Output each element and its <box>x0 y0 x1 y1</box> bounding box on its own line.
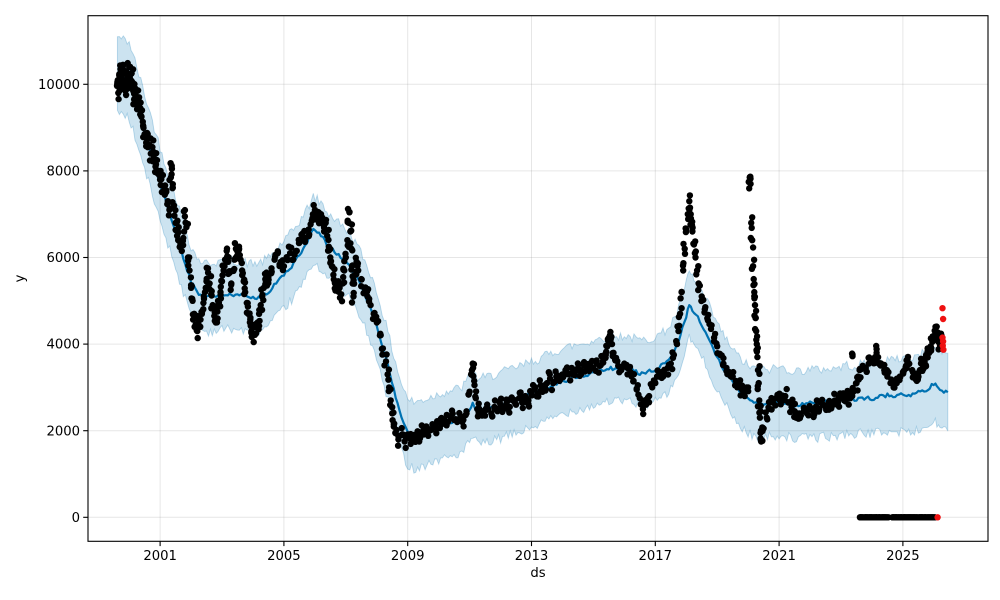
anomaly-points <box>934 305 947 521</box>
x-tick-label: 2001 <box>143 549 177 564</box>
y-axis-label: y <box>13 274 28 282</box>
x-tick-label: 2009 <box>391 549 425 564</box>
zero-value-points <box>856 514 939 521</box>
x-axis-label: ds <box>530 566 545 581</box>
y-tick-label: 4000 <box>46 338 80 353</box>
y-tick-label: 10000 <box>38 78 80 93</box>
tick-marks <box>83 83 904 547</box>
y-tick-label: 6000 <box>46 251 80 266</box>
x-tick-label: 2017 <box>639 549 673 564</box>
x-tick-label: 2025 <box>886 549 920 564</box>
x-tick-label: 2021 <box>762 549 796 564</box>
axes-spines <box>87 15 989 542</box>
x-tick-label: 2005 <box>267 549 301 564</box>
actual-points <box>113 59 945 452</box>
y-tick-label: 8000 <box>46 164 80 179</box>
y-tick-label: 2000 <box>46 424 80 439</box>
y-tick-label: 0 <box>72 511 80 526</box>
x-tick-label: 2013 <box>515 549 549 564</box>
